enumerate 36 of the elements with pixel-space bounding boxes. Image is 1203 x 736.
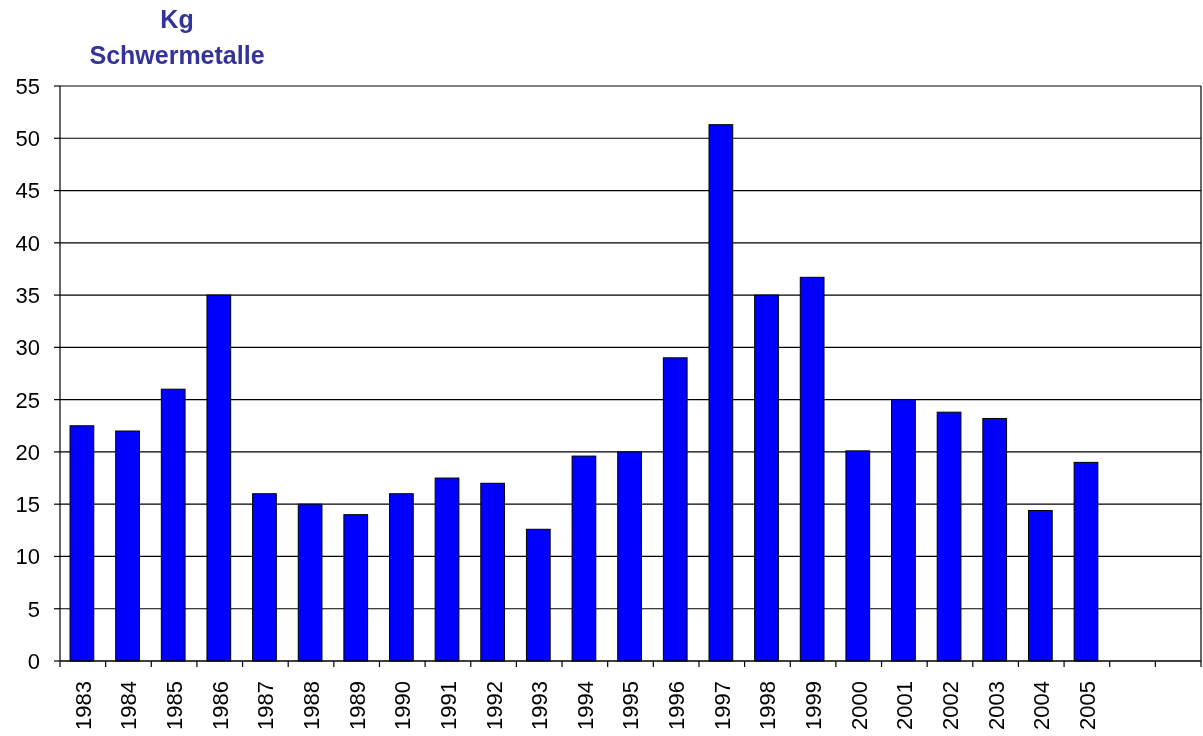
x-tick-label: 2005: [1074, 681, 1100, 730]
x-tick-label: 2003: [983, 681, 1009, 730]
x-tick-label: 1990: [390, 681, 416, 730]
x-tick-label: 1993: [527, 681, 553, 730]
x-tick-label: 2004: [1029, 681, 1055, 730]
y-tick-label: 25: [15, 387, 40, 413]
y-tick-label: 55: [15, 73, 40, 99]
x-tick-label: 1998: [755, 681, 781, 730]
x-tick-label: 1985: [162, 681, 188, 730]
x-tick-label: 2000: [846, 681, 872, 730]
x-tick-label: 1987: [253, 681, 279, 730]
x-tick-label: 1995: [618, 681, 644, 730]
x-tick-label: 1992: [481, 681, 507, 730]
x-tick-label: 2002: [937, 681, 963, 730]
x-tick-label: 1984: [116, 681, 142, 730]
x-tick-label: 1997: [709, 681, 735, 730]
x-tick-label: 1986: [207, 681, 233, 730]
x-tick-label: 1994: [572, 681, 598, 730]
x-tick-label: 1999: [800, 681, 826, 730]
x-tick-label: 1996: [664, 681, 690, 730]
y-tick-label: 30: [15, 335, 40, 361]
y-tick-label: 15: [15, 492, 40, 518]
y-tick-label: 35: [15, 283, 40, 309]
y-tick-label: 50: [15, 126, 40, 152]
x-tick-label: 1991: [435, 681, 461, 730]
y-tick-label: 40: [15, 230, 40, 256]
y-axis-title: Kg Schwermetalle: [89, 5, 265, 69]
y-tick-label: 10: [15, 544, 40, 570]
y-tick-label: 0: [27, 648, 40, 674]
x-tick-label: 1983: [70, 681, 96, 730]
y-tick-label: 45: [15, 178, 40, 204]
x-tick-label: 1988: [298, 681, 324, 730]
x-tick-label: 2001: [892, 681, 918, 730]
x-tick-label: 1989: [344, 681, 370, 730]
y-tick-label: 5: [27, 596, 40, 622]
y-tick-label: 20: [15, 439, 40, 465]
